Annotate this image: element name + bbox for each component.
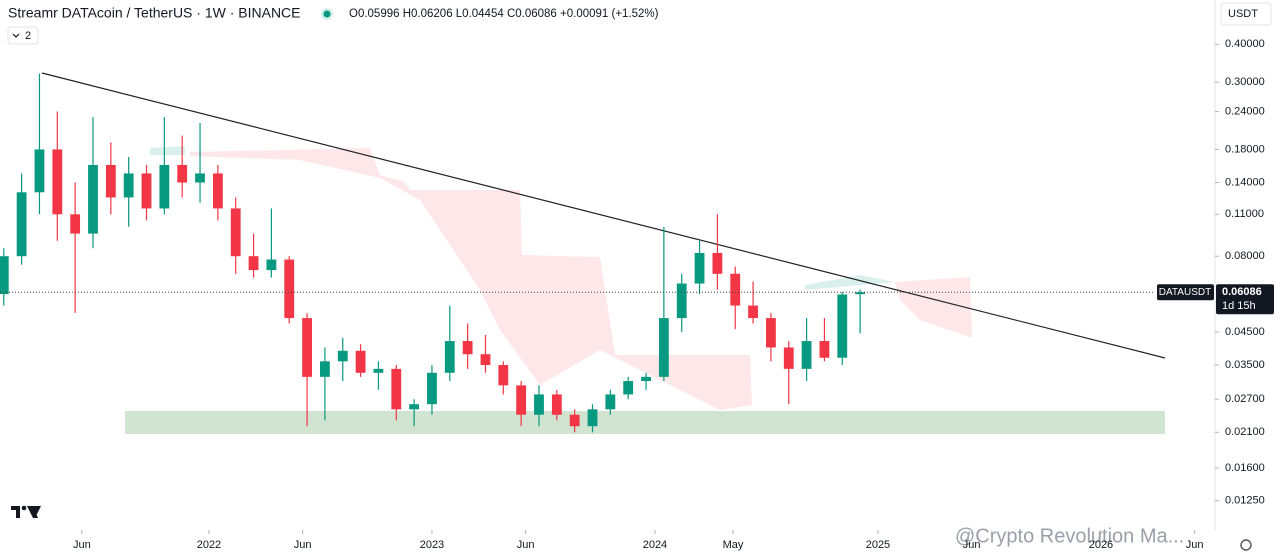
y-tick-label: 0.02100 [1225, 426, 1265, 438]
y-tick-label: 0.08000 [1225, 250, 1265, 262]
indicator-count: 2 [25, 30, 31, 42]
candle-body [551, 394, 562, 415]
candle-body [480, 354, 491, 366]
y-tick-label: 0.18000 [1225, 143, 1265, 155]
y-tick-label: 0.24000 [1225, 105, 1265, 117]
candle-body [712, 252, 723, 274]
candle-body [819, 341, 830, 358]
candle-body [16, 192, 27, 257]
candle-body [623, 381, 634, 395]
price-label: 0.06086 [1222, 286, 1262, 298]
ohlc-text: O0.05996 H0.06206 L0.04454 C0.06086 +0.0… [349, 8, 659, 20]
y-tick-label: 0.04500 [1225, 326, 1265, 338]
candle-body [569, 414, 580, 427]
countdown-label: 1d 15h [1222, 300, 1256, 312]
candle-body [498, 365, 509, 386]
cloud-area [190, 148, 752, 410]
candle-body [462, 341, 473, 355]
watermark: @Crypto Revolution Ma... [955, 525, 1184, 547]
y-tick-label: 0.03500 [1225, 359, 1265, 371]
candle-body [177, 164, 188, 183]
y-tick-label: 0.01600 [1225, 462, 1265, 474]
candle-body [730, 273, 741, 306]
candle-body [676, 283, 687, 319]
candle-body [302, 318, 312, 377]
status-dot [323, 10, 331, 18]
candle-body [159, 164, 170, 209]
candle-body [320, 361, 330, 377]
candle-body [355, 350, 366, 373]
chart-title: Streamr DATAcoin / TetherUS · 1W · BINAN… [8, 5, 301, 21]
x-tick-label: 2025 [866, 539, 890, 551]
candle-body [855, 292, 866, 295]
y-tick-label: 0.40000 [1225, 38, 1265, 50]
candle-body [766, 318, 776, 348]
y-tick-label: 0.30000 [1225, 76, 1265, 88]
x-tick-label: 2023 [420, 539, 444, 551]
candle-body [534, 394, 544, 415]
support-zone [125, 411, 1165, 434]
y-tick-label: 0.14000 [1225, 176, 1265, 188]
candle-body [391, 368, 402, 410]
candle-body [605, 394, 616, 410]
candle-body [783, 347, 794, 369]
candle-body [658, 318, 669, 377]
x-tick-label: 2024 [643, 539, 667, 551]
candle-body [748, 305, 758, 319]
x-tick-label: Jun [294, 539, 312, 551]
candle-body [230, 208, 241, 257]
candle-body [409, 404, 420, 410]
symbol-tag [1157, 284, 1214, 301]
x-tick-label: May [723, 539, 744, 551]
tradingview-logo [11, 505, 41, 518]
settings-icon[interactable] [1240, 539, 1252, 551]
symbol-label: DATAUSDT [1159, 287, 1211, 298]
candle-body [70, 214, 81, 234]
currency-button[interactable] [1220, 2, 1272, 26]
x-tick-label: Jun [517, 539, 535, 551]
indicator-toggle[interactable] [7, 26, 39, 45]
candle-body [105, 164, 116, 198]
chevron-icon [12, 33, 20, 38]
x-tick-label: Jun [73, 539, 91, 551]
candle-body [284, 259, 295, 319]
candle-body [52, 149, 63, 215]
candle-body [373, 368, 384, 373]
candle-body [587, 409, 598, 427]
candles [0, 73, 866, 433]
x-tick-label: 2022 [197, 539, 221, 551]
price-tag [1216, 284, 1274, 315]
currency-label: USDT [1228, 8, 1258, 20]
candle-body [195, 173, 205, 183]
x-tick-label: Jun [963, 539, 981, 551]
cloud-area [805, 275, 895, 290]
cloud-area [895, 277, 972, 338]
candle-body [444, 341, 455, 373]
y-tick-label: 0.11000 [1225, 208, 1264, 220]
y-tick-label: 0.01250 [1225, 495, 1265, 507]
candle-body [141, 173, 152, 209]
candle-body [337, 350, 348, 362]
x-tick-label: 2026 [1089, 539, 1113, 551]
cloud-area [150, 146, 185, 155]
candle-body [837, 294, 848, 358]
y-tick-label: 0.02700 [1225, 393, 1265, 405]
x-tick-label: Jun [1186, 539, 1204, 551]
candle-body [212, 173, 223, 209]
candle-body [123, 173, 134, 198]
trendline [41, 72, 1166, 359]
candle-body [694, 252, 705, 284]
candle-body [266, 259, 277, 271]
candle-body [427, 372, 437, 405]
candle-body [0, 256, 9, 295]
candle-body [801, 341, 812, 369]
candle-body [88, 164, 98, 234]
candle-body [34, 149, 45, 193]
candle-body [516, 385, 527, 415]
candle-body [641, 376, 651, 382]
candle-body [248, 256, 259, 271]
